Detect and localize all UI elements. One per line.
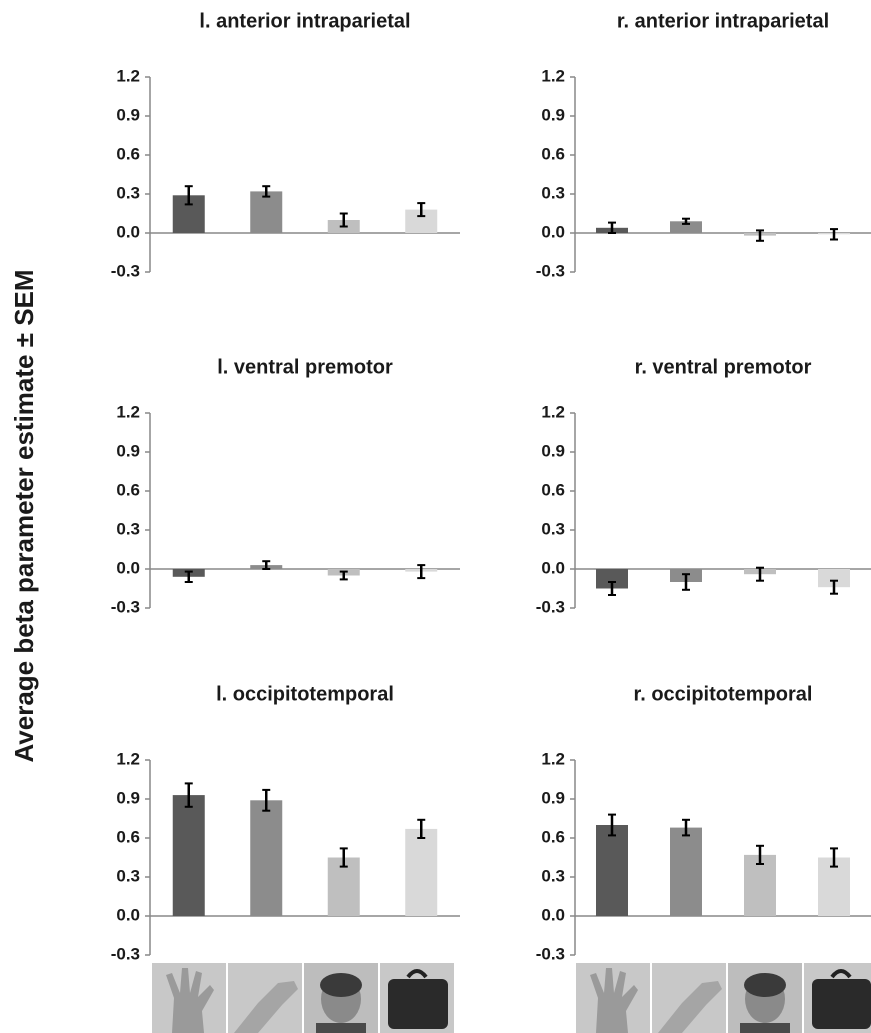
panel-title: r. anterior intraparietal bbox=[617, 10, 829, 32]
y-tick-label: -0.3 bbox=[536, 944, 565, 963]
stimulus-images bbox=[152, 963, 871, 1033]
bar bbox=[172, 795, 205, 916]
y-tick-label: 0.0 bbox=[116, 222, 140, 241]
y-tick-label: 0.3 bbox=[541, 183, 565, 202]
bar bbox=[405, 828, 438, 916]
y-tick-label: 0.6 bbox=[541, 480, 565, 499]
y-tick-label: 1.2 bbox=[116, 749, 140, 768]
y-tick-label: 0.6 bbox=[116, 144, 140, 163]
y-tick-label: 1.2 bbox=[541, 749, 565, 768]
y-tick-label: 0.0 bbox=[116, 905, 140, 924]
y-tick-label: 0.0 bbox=[541, 905, 565, 924]
panel-title: l. ventral premotor bbox=[217, 356, 393, 378]
y-tick-label: 0.0 bbox=[541, 558, 565, 577]
y-tick-label: -0.3 bbox=[111, 597, 140, 616]
y-tick-label: 0.6 bbox=[116, 480, 140, 499]
y-tick-label: 0.3 bbox=[116, 519, 140, 538]
y-tick-label: 0.9 bbox=[116, 441, 140, 460]
bar bbox=[670, 827, 702, 916]
y-tick-label: 1.2 bbox=[541, 66, 565, 85]
y-tick-label: 0.3 bbox=[541, 866, 565, 885]
y-tick-label: 0.0 bbox=[116, 558, 140, 577]
bar bbox=[250, 800, 283, 916]
y-tick-label: 0.9 bbox=[541, 788, 565, 807]
y-tick-label: 0.6 bbox=[116, 827, 140, 846]
y-tick-label: 0.0 bbox=[541, 222, 565, 241]
y-tick-label: 0.9 bbox=[541, 441, 565, 460]
y-tick-label: 1.2 bbox=[541, 402, 565, 421]
bar bbox=[405, 209, 438, 233]
y-tick-label: 1.2 bbox=[116, 402, 140, 421]
y-tick-label: 0.9 bbox=[116, 788, 140, 807]
bar bbox=[744, 854, 776, 916]
y-tick-label: -0.3 bbox=[111, 261, 140, 280]
y-tick-label: 0.3 bbox=[116, 866, 140, 885]
y-tick-label: -0.3 bbox=[536, 261, 565, 280]
y-tick-label: 0.3 bbox=[116, 183, 140, 202]
panel-title: r. ventral premotor bbox=[635, 356, 812, 378]
y-tick-label: 0.9 bbox=[116, 105, 140, 124]
panel-title: r. occipitotemporal bbox=[634, 683, 813, 705]
bar bbox=[596, 825, 628, 916]
bar bbox=[670, 221, 702, 233]
bar bbox=[818, 569, 850, 588]
y-tick-label: 0.6 bbox=[541, 827, 565, 846]
y-tick-label: -0.3 bbox=[536, 597, 565, 616]
y-tick-label: 0.3 bbox=[541, 519, 565, 538]
panel-title: l. anterior intraparietal bbox=[199, 10, 410, 32]
y-tick-label: 1.2 bbox=[116, 66, 140, 85]
bar bbox=[250, 191, 283, 233]
y-tick-label: 0.6 bbox=[541, 144, 565, 163]
y-tick-label: 0.9 bbox=[541, 105, 565, 124]
y-tick-label: -0.3 bbox=[111, 944, 140, 963]
y-axis-label: Average beta parameter estimate ± SEM bbox=[9, 269, 39, 762]
bar bbox=[596, 569, 628, 589]
panel-title: l. occipitotemporal bbox=[216, 683, 394, 705]
